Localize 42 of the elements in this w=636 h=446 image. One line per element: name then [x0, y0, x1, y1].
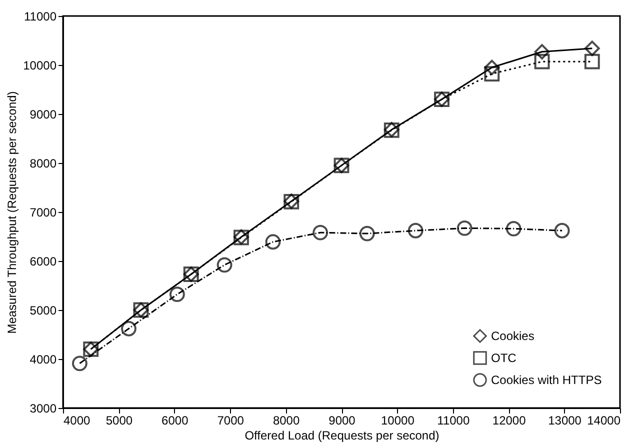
- x-axis-title: Offered Load (Requests per second): [244, 428, 440, 442]
- point: [534, 44, 550, 60]
- x-tick-label: 8000: [272, 414, 300, 428]
- x-tick-label: 7000: [217, 414, 244, 428]
- x-tick-label: 13000: [548, 414, 582, 428]
- point: [216, 257, 232, 273]
- x-tick-label: 6000: [162, 414, 189, 428]
- point: [456, 220, 472, 236]
- point: [408, 222, 424, 238]
- point: [506, 220, 522, 236]
- point: [484, 60, 500, 76]
- x-tick-label: 5000: [106, 414, 133, 428]
- point: [312, 224, 328, 240]
- y-tick-label: 5000: [30, 304, 57, 318]
- x-tick-label: 4000: [64, 414, 91, 428]
- point: [72, 356, 88, 372]
- legend-label: OTC: [491, 351, 517, 365]
- y-tick-label: 6000: [30, 254, 57, 268]
- point: [121, 320, 136, 336]
- x-tick-label: 12000: [492, 414, 526, 428]
- y-tick-label: 4000: [30, 352, 57, 366]
- y-tick-label: 9000: [30, 108, 57, 122]
- point: [484, 66, 500, 82]
- y-tick-label: 7000: [30, 206, 57, 220]
- y-axis-title: Measured Throughput (Requests per second): [5, 91, 20, 334]
- x-tick-label: 11000: [437, 414, 470, 428]
- x-tick-label: 10000: [381, 414, 415, 428]
- point: [584, 40, 600, 56]
- point: [169, 286, 185, 302]
- y-tick-label: 8000: [30, 156, 57, 170]
- y-tick-label: 11000: [24, 10, 57, 24]
- point: [534, 54, 550, 70]
- y-tick-label: 10000: [23, 58, 57, 72]
- x-tick-label: 9000: [328, 414, 356, 428]
- legend-label: Cookies with HTTPS: [491, 373, 602, 387]
- point: [584, 54, 600, 70]
- point: [359, 226, 375, 242]
- legend-label: Cookies: [491, 329, 534, 343]
- x-tick-label: 14000: [587, 414, 621, 428]
- y-tick-label: 3000: [30, 402, 57, 416]
- point: [554, 222, 570, 238]
- point: [265, 234, 281, 250]
